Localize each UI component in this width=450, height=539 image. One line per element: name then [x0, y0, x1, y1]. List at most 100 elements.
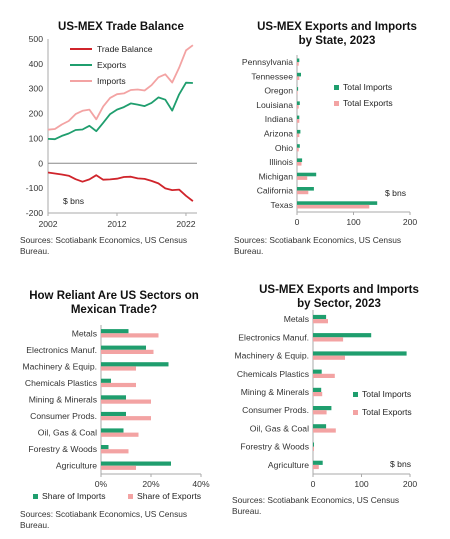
x-tick-label: 2012	[107, 219, 126, 229]
category-label: Indiana	[265, 114, 293, 124]
y-tick-label: -200	[26, 208, 43, 218]
bar-share-of-imports	[101, 345, 146, 350]
legend-swatch	[353, 410, 358, 415]
bar-share-of-exports	[101, 449, 129, 454]
bar-total-exports	[297, 105, 299, 109]
x-tick-label: 0%	[95, 479, 108, 489]
chart-title-line: by Sector, 2023	[297, 298, 381, 310]
bar-share-of-exports	[101, 382, 136, 388]
source-note-continued: Bureau.	[20, 246, 49, 256]
bar-total-imports	[313, 442, 314, 447]
x-tick-label: 2022	[176, 219, 195, 229]
series-line-exports	[47, 81, 193, 141]
legend-label: Total Exports	[362, 407, 412, 417]
category-label: Metals	[72, 328, 97, 338]
x-tick-label: 100	[354, 479, 369, 489]
x-tick-label: 0	[295, 217, 300, 227]
bar-total-imports	[313, 424, 327, 429]
y-tick-label: -100	[26, 183, 43, 193]
category-label: Agriculture	[268, 460, 309, 470]
legend-label: Total Imports	[362, 389, 411, 399]
bar-total-exports	[313, 319, 328, 324]
source-note: Sources: Scotiabank Economics, US Census	[20, 509, 187, 519]
sector-trade-panel: US-MEX Exports and Imports by Sector, 202…	[232, 284, 419, 516]
bar-total-imports	[313, 333, 372, 338]
bar-total-imports	[297, 58, 300, 63]
category-label: Oregon	[264, 86, 293, 96]
bar-total-exports	[297, 176, 308, 180]
category-label: Machinery & Equip.	[22, 361, 97, 371]
category-label: Louisiana	[256, 100, 293, 110]
series-line-trade-balance	[47, 171, 194, 202]
bar-total-imports	[297, 115, 300, 120]
x-tick-label: 200	[403, 479, 418, 489]
x-tick-label: 0	[311, 479, 316, 489]
bar-share-of-imports	[101, 428, 124, 433]
bar-total-imports	[297, 172, 317, 177]
x-tick-label: 40%	[192, 479, 210, 489]
source-note: Sources: Scotiabank Economics, US Census	[20, 235, 187, 245]
bar-total-exports	[313, 355, 345, 360]
bar-total-exports	[313, 446, 314, 451]
source-note-continued: Bureau.	[234, 246, 263, 256]
legend-label: Share of Exports	[137, 491, 201, 501]
bar-total-exports	[297, 147, 299, 152]
bar-share-of-imports	[101, 378, 111, 383]
bar-total-imports	[313, 314, 327, 320]
bar-total-imports	[313, 369, 322, 374]
bar-share-of-exports	[101, 333, 159, 338]
category-label: Chemicals Plastics	[25, 378, 97, 388]
bar-total-imports	[297, 72, 301, 77]
bar-share-of-imports	[101, 395, 126, 400]
legend-swatch	[353, 392, 358, 397]
bar-total-imports	[297, 87, 299, 91]
legend-label: Trade Balance	[97, 44, 153, 54]
chart-title-line: by State, 2023	[299, 35, 376, 47]
legend-swatch	[33, 494, 38, 499]
legend-label: Imports	[97, 76, 126, 86]
bar-total-exports	[313, 428, 336, 433]
y-tick-label: 100	[29, 133, 44, 143]
y-tick-label: 200	[29, 109, 44, 119]
legend-swatch	[128, 494, 133, 499]
legend-label: Total Exports	[343, 98, 393, 108]
category-label: Consumer Prods.	[30, 411, 97, 421]
bar-share-of-imports	[101, 461, 171, 466]
category-label: Consumer Prods.	[242, 405, 309, 415]
bar-share-of-exports	[101, 465, 136, 470]
bar-total-exports	[297, 76, 300, 80]
legend-label: Total Imports	[343, 82, 392, 92]
bar-total-imports	[297, 201, 378, 205]
category-label: Agriculture	[56, 461, 97, 471]
bar-total-exports	[297, 133, 300, 138]
chart-title-line: US-MEX Exports and Imports	[259, 284, 419, 296]
unit-note: $ bns	[63, 196, 84, 206]
unit-note: $ bns	[390, 459, 411, 469]
category-label: Machinery & Equip.	[234, 351, 309, 361]
category-label: Electronics Manuf.	[26, 345, 97, 355]
category-label: Illinois	[269, 157, 293, 167]
category-label: Pennsylvania	[242, 57, 293, 67]
bar-share-of-exports	[101, 416, 151, 421]
source-note: Sources: Scotiabank Economics, US Census	[232, 495, 399, 505]
bar-total-exports	[313, 392, 323, 397]
legend-swatch	[334, 85, 339, 90]
bar-share-of-exports	[101, 349, 154, 354]
bar-total-exports	[313, 337, 344, 342]
bar-share-of-imports	[101, 329, 129, 334]
bar-share-of-imports	[101, 362, 169, 367]
sector-reliance-panel: How Reliant Are US Sectors on Mexican Tra…	[20, 290, 210, 530]
category-label: Ohio	[275, 143, 293, 153]
chart-title-line: How Reliant Are US Sectors on	[29, 290, 199, 302]
legend-label: Exports	[97, 60, 126, 70]
bar-total-exports	[313, 373, 335, 378]
bar-total-exports	[297, 162, 302, 166]
bar-share-of-imports	[101, 445, 109, 450]
category-label: Metals	[284, 314, 309, 324]
category-label: Forestry & Woods	[28, 444, 97, 454]
source-note-continued: Bureau.	[20, 520, 49, 530]
bar-total-exports	[297, 119, 300, 123]
y-tick-label: 400	[29, 59, 44, 69]
bar-total-exports	[313, 464, 319, 470]
